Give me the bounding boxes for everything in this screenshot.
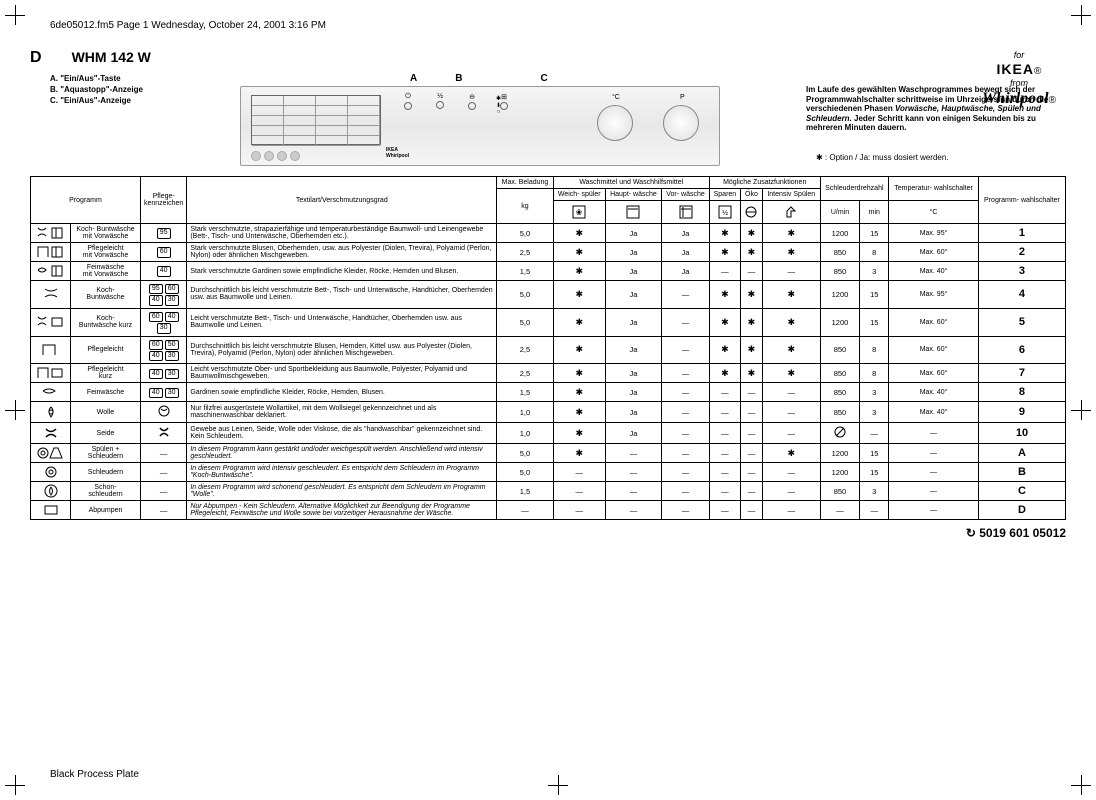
table-row: Pflegeleichtmit Vorwäsche60Stark verschm…	[31, 243, 1066, 262]
temp-knob-icon: °C	[597, 105, 633, 141]
legend: A. "Ein/Aus"-Taste B. "Aquastopp"-Anzeig…	[30, 73, 220, 107]
svg-text:½: ½	[722, 209, 728, 217]
prewash-icon	[662, 201, 710, 224]
panel-label-b: B	[455, 73, 462, 84]
table-row: Koch-Buntwäsche kurz60 40 30Leicht versc…	[31, 308, 1066, 336]
title-row: D WHM 142 W	[30, 49, 1066, 67]
title-letter: D	[30, 49, 42, 67]
svg-text:❀: ❀	[576, 208, 583, 217]
rinse-icon	[762, 201, 820, 224]
control-panel: ⏻ ½ ⊖ ⊞ ✱⬇○ °C P IKEAWhirlpool	[240, 86, 720, 166]
th-programm: Programm	[31, 177, 141, 224]
control-panel-wrap: A B C ⏻ ½ ⊖ ⊞ ✱⬇○ °C P I	[240, 73, 720, 166]
footer-left: Black Process Plate	[50, 769, 139, 780]
th-waschmittel: Waschmittel und Waschhilfsmittel	[553, 177, 709, 189]
table-row: Feinwäschemit Vorwäsche40Stark verschmut…	[31, 262, 1066, 281]
table-row: Schleudern—In diesem Programm wird inten…	[31, 463, 1066, 482]
th-maxbel: Max. Beladung	[497, 177, 553, 189]
table-row: Koch-Buntwäsche95 60 40 30Durchschnittli…	[31, 281, 1066, 309]
table-row: SeideGewebe aus Leinen, Seide, Wolle ode…	[31, 423, 1066, 444]
th-textil: Textilart/Verschmutzungsgrad	[187, 177, 497, 224]
th-schleuder: Schleuderdrehzahl	[820, 177, 889, 201]
table-row: Schon-schleudern—In diesem Programm wird…	[31, 482, 1066, 501]
wash-icon	[605, 201, 661, 224]
table-row: Spülen +Schleudern—In diesem Programm ka…	[31, 444, 1066, 463]
th-temp: Temperatur- wahlschalter	[889, 177, 979, 201]
panel-label-a: A	[410, 73, 417, 84]
th-pflege: Pflege- kennzeichen	[141, 177, 187, 224]
table-row: Pflegeleichtkurz40 30Leicht verschmutzte…	[31, 364, 1066, 383]
flower-icon: ❀	[553, 201, 605, 224]
table-row: Koch- Buntwäschemit Vorwäsche95Stark ver…	[31, 224, 1066, 243]
panel-label-c: C	[540, 73, 547, 84]
option-note: ✱ : Option / Ja: muss dosiert werden.	[806, 153, 1066, 163]
table-row: Abpumpen—Nur Abpumpen - Kein Schleudern.…	[31, 501, 1066, 520]
footer-code: ↻ 5019 601 05012	[30, 526, 1066, 540]
th-zusatz: Mögliche Zusatzfunktionen	[709, 177, 820, 189]
table-row: Pflegeleicht60 50 40 30Durchschnittlich …	[31, 336, 1066, 364]
program-table: Programm Pflege- kennzeichen Textilart/V…	[30, 176, 1066, 520]
th-progwahl: Programm- wahlschalter	[978, 177, 1065, 224]
half-load-icon: ½	[709, 201, 740, 224]
header-line: 6de05012.fm5 Page 1 Wednesday, October 2…	[30, 20, 1066, 31]
table-row: WolleNur filzfrei ausgerüstete Wollartik…	[31, 402, 1066, 423]
brand-logo: for IKEA® from Whirlpool®	[982, 50, 1056, 108]
table-row: Feinwäsche40 30Gardinen sowie empfindlic…	[31, 383, 1066, 402]
title-model: WHM 142 W	[72, 49, 151, 65]
program-knob-icon: P	[663, 105, 699, 141]
eco-icon	[740, 201, 762, 224]
